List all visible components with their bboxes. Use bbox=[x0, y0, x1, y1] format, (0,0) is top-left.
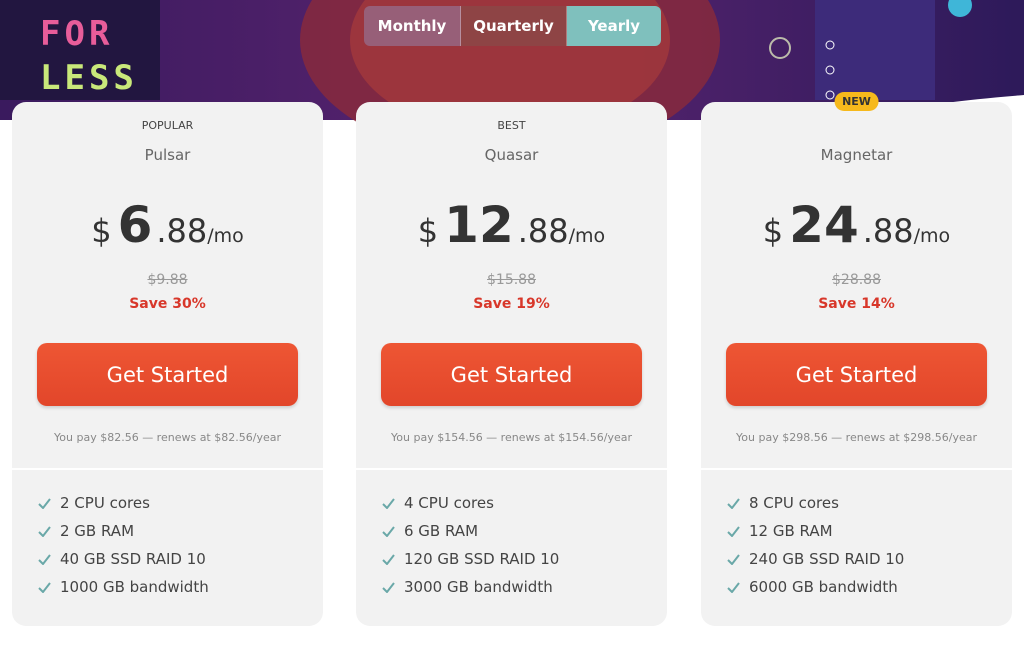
art-text: LESS bbox=[40, 58, 138, 98]
feature: 2 GB RAM bbox=[38, 522, 134, 540]
billing-tab[interactable]: Monthly bbox=[364, 6, 461, 46]
feature: 4 CPU cores bbox=[382, 494, 494, 512]
price: $12.88/mo bbox=[356, 196, 667, 254]
feature: 8 CPU cores bbox=[727, 494, 839, 512]
renewal-note: You pay $82.56 — renews at $82.56/year bbox=[54, 431, 281, 444]
check-icon bbox=[382, 581, 395, 593]
price-whole: 24 bbox=[789, 196, 859, 254]
plan-name: Quasar bbox=[484, 146, 539, 164]
feature: 3000 GB bandwidth bbox=[382, 578, 553, 596]
new-badge: NEW bbox=[834, 92, 879, 111]
currency: $ bbox=[762, 212, 784, 250]
feature: 1000 GB bandwidth bbox=[38, 578, 209, 596]
check-icon bbox=[382, 553, 395, 565]
billing-tab[interactable]: Quarterly bbox=[461, 6, 567, 46]
check-icon bbox=[727, 497, 740, 509]
get-started-button[interactable]: Get Started bbox=[37, 343, 298, 406]
check-icon bbox=[727, 581, 740, 593]
check-icon bbox=[382, 497, 395, 509]
savings: Save 14% bbox=[818, 296, 895, 312]
check-icon bbox=[38, 553, 51, 565]
billing-tab[interactable]: Yearly bbox=[567, 6, 661, 46]
plan-card: NEW Magnetar $24.88/mo $28.88 Save 14% Get St… bbox=[701, 92, 1012, 626]
feature-text: 3000 GB bandwidth bbox=[404, 578, 553, 596]
feature: 2 CPU cores bbox=[38, 494, 150, 512]
check-icon bbox=[38, 497, 51, 509]
check-icon bbox=[38, 581, 51, 593]
renewal-note: You pay $154.56 — renews at $154.56/year bbox=[391, 431, 632, 444]
divider bbox=[701, 468, 1012, 470]
feature-text: 8 CPU cores bbox=[749, 494, 839, 512]
price-period: /mo bbox=[207, 225, 244, 247]
get-started-button[interactable]: Get Started bbox=[726, 343, 987, 406]
price-period: /mo bbox=[913, 225, 951, 247]
feature: 120 GB SSD RAID 10 bbox=[382, 550, 559, 568]
plan-name: Pulsar bbox=[144, 146, 191, 164]
get-started-button[interactable]: Get Started bbox=[381, 343, 642, 406]
feature-text: 2 CPU cores bbox=[60, 494, 150, 512]
divider bbox=[356, 468, 667, 470]
plan-tag: BEST bbox=[497, 119, 526, 132]
feature: 40 GB SSD RAID 10 bbox=[38, 550, 206, 568]
feature: 6000 GB bandwidth bbox=[727, 578, 898, 596]
feature-text: 12 GB RAM bbox=[749, 522, 833, 540]
plan-name: Magnetar bbox=[820, 146, 893, 164]
feature-text: 1000 GB bandwidth bbox=[60, 578, 209, 596]
price-cents: .88 bbox=[862, 212, 914, 250]
feature-text: 6 GB RAM bbox=[404, 522, 479, 540]
old-price: $15.88 bbox=[487, 272, 536, 288]
old-price: $9.88 bbox=[147, 272, 188, 288]
renewal-note: You pay $298.56 — renews at $298.56/year bbox=[736, 431, 977, 444]
check-icon bbox=[727, 553, 740, 565]
price-period: /mo bbox=[568, 225, 606, 247]
price-cents: .88 bbox=[156, 212, 208, 250]
price-whole: 12 bbox=[444, 196, 514, 254]
check-icon bbox=[382, 525, 395, 537]
feature-text: 6000 GB bandwidth bbox=[749, 578, 898, 596]
currency: $ bbox=[91, 212, 112, 250]
check-icon bbox=[38, 525, 51, 537]
feature-text: 2 GB RAM bbox=[60, 522, 135, 540]
billing-tabs: Monthly Quarterly Yearly bbox=[364, 6, 661, 46]
divider bbox=[12, 468, 323, 470]
feature-text: 4 CPU cores bbox=[404, 494, 494, 512]
feature-text: 120 GB SSD RAID 10 bbox=[404, 550, 560, 568]
price: $24.88/mo bbox=[701, 196, 1012, 254]
old-price: $28.88 bbox=[832, 272, 881, 288]
price-whole: 6 bbox=[117, 196, 153, 254]
check-icon bbox=[727, 525, 740, 537]
feature: 6 GB RAM bbox=[382, 522, 478, 540]
price: $6.88/mo bbox=[12, 196, 323, 254]
feature-text: 240 GB SSD RAID 10 bbox=[749, 550, 905, 568]
feature: 12 GB RAM bbox=[727, 522, 833, 540]
savings: Save 30% bbox=[129, 296, 206, 312]
price-cents: .88 bbox=[517, 212, 569, 250]
art-text: FOR bbox=[40, 14, 114, 54]
currency: $ bbox=[417, 212, 439, 250]
plan-tag: POPULAR bbox=[141, 119, 194, 132]
feature: 240 GB SSD RAID 10 bbox=[727, 550, 904, 568]
feature-text: 40 GB SSD RAID 10 bbox=[60, 550, 206, 568]
plan-card: POPULAR Pulsar $6.88/mo $9.88 Save 30% Get St… bbox=[12, 102, 323, 626]
plan-card: BEST Quasar $12.88/mo $15.88 Save 19% Get Sta… bbox=[356, 102, 667, 626]
savings: Save 19% bbox=[473, 296, 550, 312]
